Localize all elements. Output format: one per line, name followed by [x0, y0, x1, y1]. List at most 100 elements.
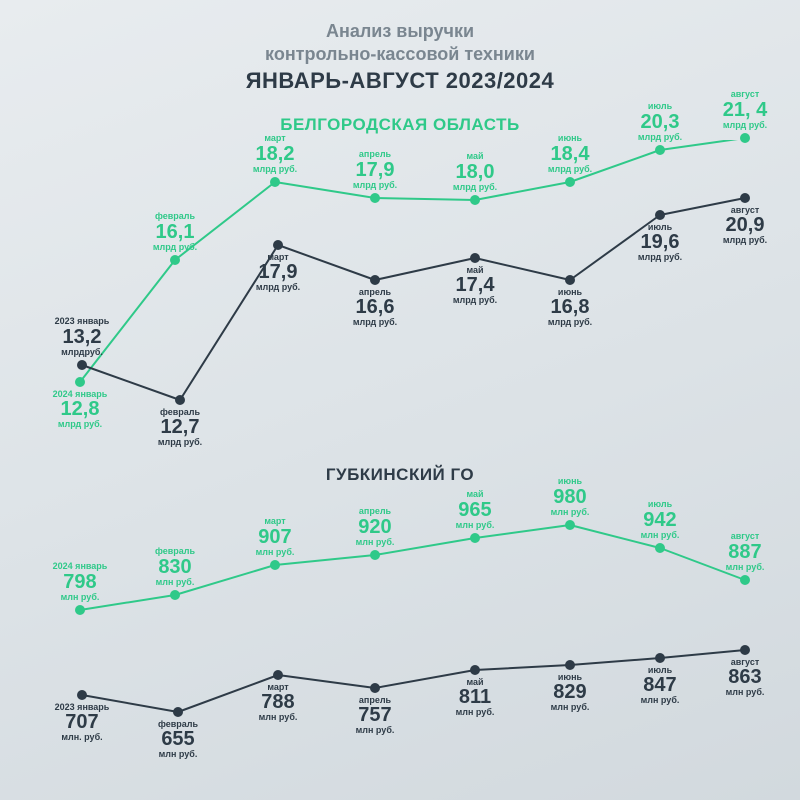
value-label: 17,9 — [353, 160, 397, 181]
value-label: 20,3 — [638, 112, 682, 133]
marker — [273, 670, 283, 680]
marker — [655, 653, 665, 663]
unit-label: млрд руб. — [723, 236, 767, 245]
marker — [170, 590, 180, 600]
unit-label: млрд руб. — [153, 243, 197, 252]
value-label: 12,8 — [53, 399, 108, 420]
value-label: 847 — [641, 675, 680, 696]
marker — [370, 550, 380, 560]
marker — [175, 395, 185, 405]
header-line2: контрольно-кассовой техники — [0, 43, 800, 66]
marker — [740, 133, 750, 143]
unit-label: млн руб. — [155, 578, 195, 587]
marker — [273, 240, 283, 250]
unit-label: млрд руб. — [158, 438, 202, 447]
marker — [77, 690, 87, 700]
data-label: июнь980млн руб. — [551, 477, 590, 517]
data-label: 2024 январь12,8млрд руб. — [53, 390, 108, 430]
data-label: май965млн руб. — [456, 490, 495, 530]
value-label: 13,2 — [55, 327, 110, 348]
marker — [173, 707, 183, 717]
value-label: 16,8 — [548, 297, 592, 318]
value-label: 980 — [551, 487, 590, 508]
data-label: март17,9млрд руб. — [256, 253, 300, 293]
unit-label: млрд руб. — [453, 183, 497, 192]
unit-label: млн руб. — [158, 750, 198, 759]
marker — [370, 275, 380, 285]
value-label: 757 — [356, 705, 395, 726]
value-label: 20,9 — [723, 215, 767, 236]
unit-label: млрд руб. — [453, 296, 497, 305]
data-label: 2023 январь707млн. руб. — [55, 703, 110, 743]
value-label: 21, 4 — [723, 100, 767, 121]
data-label: июль19,6млрд руб. — [638, 223, 682, 263]
data-label: июнь16,8млрд руб. — [548, 288, 592, 328]
data-label: май17,4млрд руб. — [453, 266, 497, 306]
marker — [565, 520, 575, 530]
data-label: апрель920млн руб. — [356, 507, 395, 547]
marker — [270, 177, 280, 187]
unit-label: млрд руб. — [548, 318, 592, 327]
header-line3: ЯНВАРЬ-АВГУСТ 2023/2024 — [0, 68, 800, 94]
data-label: 2024 январь798млн руб. — [53, 562, 108, 602]
data-label: июль942млн руб. — [641, 500, 680, 540]
value-label: 830 — [155, 557, 195, 578]
data-label: март907млн руб. — [256, 517, 295, 557]
value-label: 965 — [456, 500, 495, 521]
marker — [370, 193, 380, 203]
unit-label: млн руб. — [551, 703, 590, 712]
chart2-title: ГУБКИНСКИЙ ГО — [0, 465, 800, 485]
unit-label: млрд руб. — [548, 165, 592, 174]
data-label: август887млн руб. — [726, 532, 765, 572]
value-label: 16,1 — [153, 222, 197, 243]
data-label: февраль655млн руб. — [158, 720, 198, 760]
data-label: июнь18,4млрд руб. — [548, 134, 592, 174]
marker — [470, 195, 480, 205]
value-label: 655 — [158, 729, 198, 750]
unit-label: млрд руб. — [638, 253, 682, 262]
marker — [655, 210, 665, 220]
data-label: июнь829млн руб. — [551, 673, 590, 713]
value-label: 18,0 — [453, 162, 497, 183]
value-label: 18,2 — [253, 144, 297, 165]
marker — [740, 575, 750, 585]
marker — [270, 560, 280, 570]
unit-label: млрд руб. — [353, 318, 397, 327]
data-label: февраль830млн руб. — [155, 547, 195, 587]
unit-label: млн руб. — [456, 521, 495, 530]
value-label: 16,6 — [353, 297, 397, 318]
unit-label: млрд руб. — [353, 181, 397, 190]
data-label: март18,2млрд руб. — [253, 134, 297, 174]
data-label: август20,9млрд руб. — [723, 206, 767, 246]
value-label: 829 — [551, 682, 590, 703]
value-label: 707 — [55, 712, 110, 733]
unit-label: млн руб. — [641, 531, 680, 540]
unit-label: млн руб. — [551, 508, 590, 517]
unit-label: млн руб. — [356, 538, 395, 547]
data-label: май18,0млрд руб. — [453, 152, 497, 192]
unit-label: млн руб. — [259, 713, 298, 722]
data-label: август863млн руб. — [726, 658, 765, 698]
marker — [740, 193, 750, 203]
header-line1: Анализ выручки — [0, 20, 800, 43]
unit-label: млн руб. — [356, 726, 395, 735]
value-label: 811 — [456, 687, 495, 708]
unit-label: млрдруб. — [55, 348, 110, 357]
marker — [470, 533, 480, 543]
value-label: 17,9 — [256, 262, 300, 283]
value-label: 863 — [726, 667, 765, 688]
unit-label: млрд руб. — [253, 165, 297, 174]
value-label: 18,4 — [548, 144, 592, 165]
data-label: февраль16,1млрд руб. — [153, 212, 197, 252]
marker — [655, 145, 665, 155]
value-label: 12,7 — [158, 417, 202, 438]
data-label: март788млн руб. — [259, 683, 298, 723]
unit-label: млрд руб. — [256, 283, 300, 292]
chart2: 2024 январь798млн руб.февраль830млн руб.… — [60, 490, 760, 770]
data-label: 2023 январь13,2млрдруб. — [55, 317, 110, 357]
unit-label: млрд руб. — [53, 420, 108, 429]
value-label: 19,6 — [638, 232, 682, 253]
data-label: август21, 4млрд руб. — [723, 90, 767, 130]
marker — [75, 377, 85, 387]
unit-label: млн руб. — [641, 696, 680, 705]
